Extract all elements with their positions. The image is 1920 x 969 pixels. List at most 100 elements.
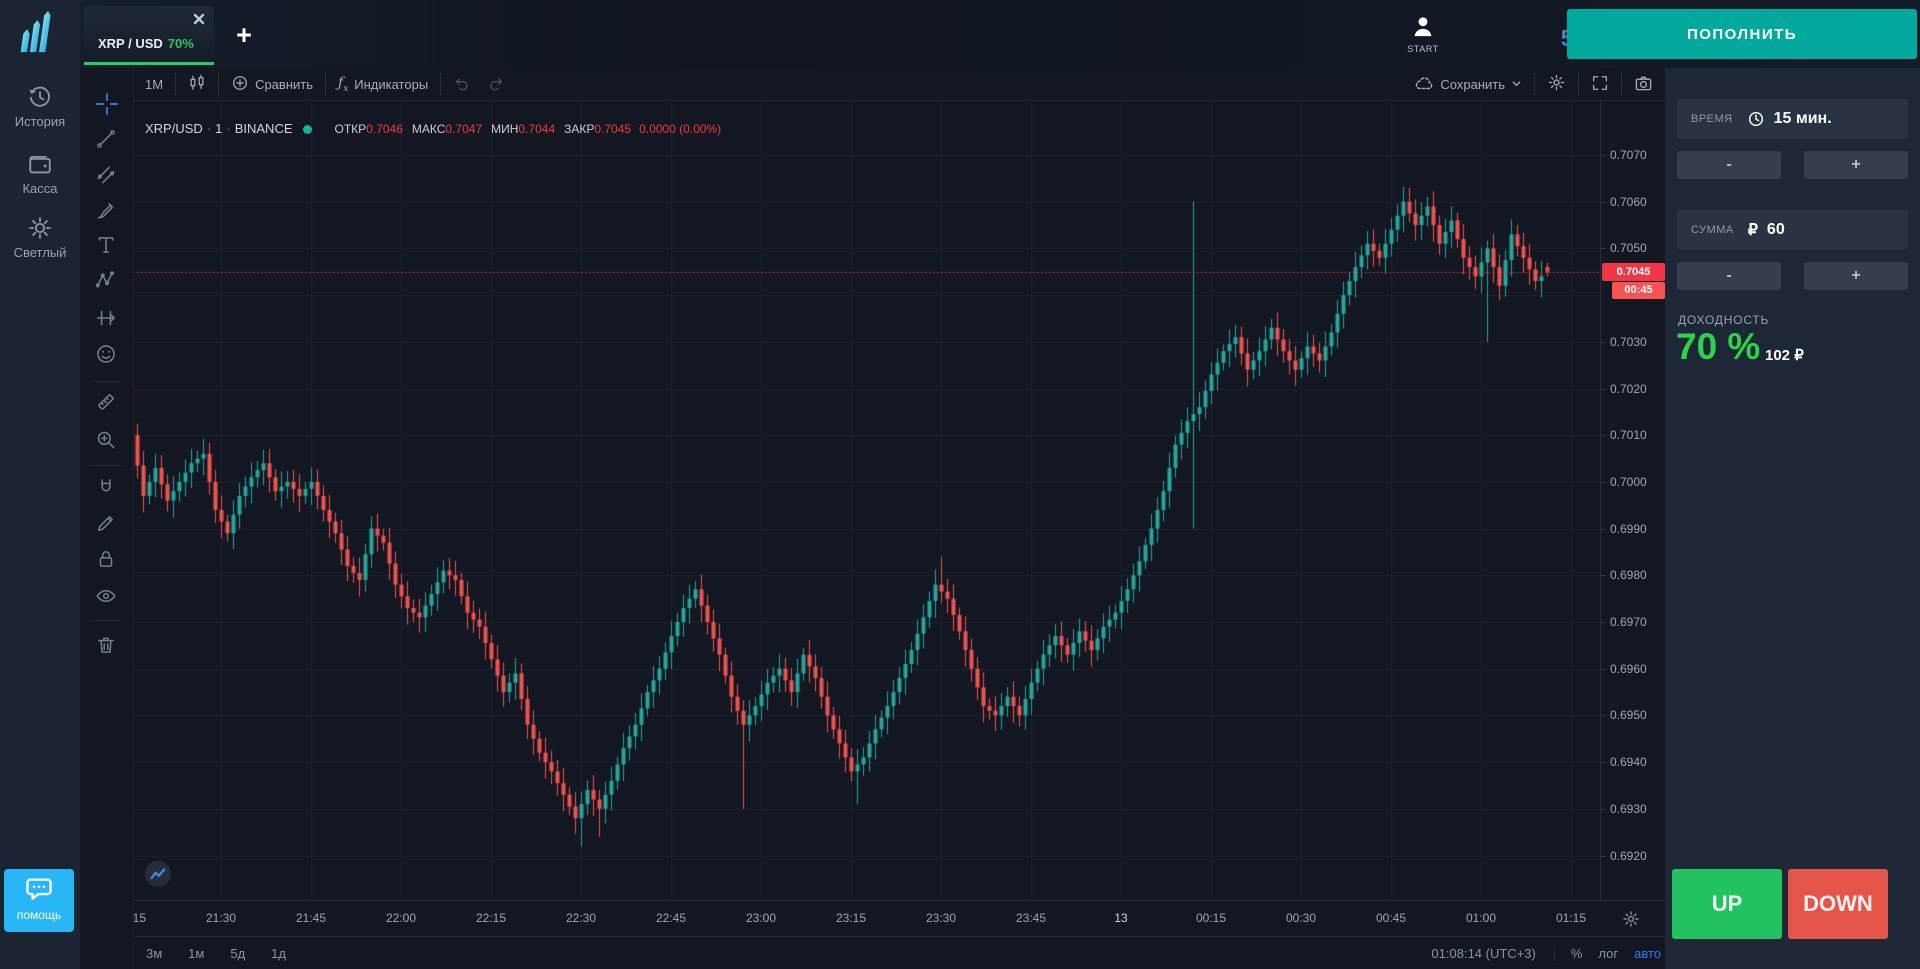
ruble-icon: ₽ xyxy=(1747,222,1758,239)
ruler-tool-icon[interactable] xyxy=(95,391,119,415)
crosshair-tool-icon[interactable] xyxy=(95,92,119,116)
price-tick: 0.6950 xyxy=(1601,708,1647,723)
redo-button[interactable] xyxy=(475,68,517,100)
amount-plus-button[interactable]: + xyxy=(1804,262,1908,290)
theme-icon xyxy=(0,215,80,241)
camera-icon xyxy=(1634,74,1653,95)
interval-button[interactable]: 1M xyxy=(133,68,175,100)
legend-exchange: BINANCE xyxy=(234,121,293,136)
up-button[interactable]: UP xyxy=(1672,869,1782,939)
price-tick: 0.7000 xyxy=(1601,474,1647,489)
fib-tool-icon[interactable] xyxy=(95,164,119,188)
range-5d[interactable]: 5д xyxy=(230,946,246,961)
indicators-button[interactable]: ƒx Индикаторы xyxy=(326,68,440,100)
lock-tool-icon[interactable] xyxy=(95,548,119,572)
range-1m[interactable]: 1м xyxy=(188,946,205,961)
ohlc-open: 0.7046 xyxy=(366,122,403,136)
help-label: помощь xyxy=(16,908,62,922)
time-tick: 00:15 xyxy=(1195,911,1227,925)
time-plus-button[interactable]: + xyxy=(1804,151,1908,179)
sidebar-item-label: История xyxy=(14,114,66,129)
close-icon[interactable] xyxy=(192,12,206,26)
draw-mode-tool-icon[interactable] xyxy=(95,512,119,536)
time-axis[interactable]: 21:1521:3021:4522:0022:1522:3022:4523:00… xyxy=(116,900,1665,937)
time-tick: 23:45 xyxy=(1015,911,1047,925)
sidebar-item-history[interactable]: История xyxy=(0,84,80,129)
price-axis[interactable]: 0.7045 00:45 0.7070 0.7060 0.7050 0.7030 0.7… xyxy=(1600,100,1666,900)
sidebar-item-cashier[interactable]: Касса xyxy=(0,151,80,196)
price-tick: 0.6930 xyxy=(1601,801,1647,816)
axis-settings-gear-icon[interactable] xyxy=(1621,909,1641,929)
sidebar-item-theme[interactable]: Светлый xyxy=(0,215,80,260)
price-tick: 0.7010 xyxy=(1601,428,1647,443)
save-layout-button[interactable]: Сохранить xyxy=(1402,68,1534,100)
time-tick: 00:30 xyxy=(1285,911,1317,925)
time-tick: 21:30 xyxy=(205,911,237,925)
deposit-button[interactable]: ПОПОЛНИТЬ xyxy=(1567,9,1917,59)
candlestick-icon xyxy=(188,74,206,95)
undo-button[interactable] xyxy=(441,68,483,100)
candle-style-button[interactable] xyxy=(176,68,218,100)
add-tab-button[interactable]: + xyxy=(236,20,252,50)
compare-button[interactable]: Сравнить xyxy=(219,68,325,100)
prediction-tool-icon[interactable] xyxy=(95,307,119,331)
time-selector[interactable]: ВРЕМЯ 15 мин. xyxy=(1677,99,1908,139)
eye-tool-icon[interactable] xyxy=(95,585,119,609)
trash-tool-icon[interactable] xyxy=(95,634,119,658)
time-tick: 23:15 xyxy=(835,911,867,925)
amount-input[interactable]: СУММА ₽ 60 xyxy=(1677,210,1908,250)
range-1d[interactable]: 1д xyxy=(271,946,286,961)
payout-amount: 102 ₽ xyxy=(1765,347,1804,364)
text-tool-icon[interactable] xyxy=(95,234,119,258)
indicators-label: Индикаторы xyxy=(354,76,429,92)
time-tick: 22:30 xyxy=(565,911,597,925)
time-tick: 00:45 xyxy=(1375,911,1407,925)
chart-area[interactable]: XRP/USD · 1 · BINANCE ОТКР0.7046 МАКС0.7047 МИН… xyxy=(124,100,1600,907)
zoom-in-tool-icon[interactable] xyxy=(95,429,119,453)
asset-tab[interactable]: XRP / USD 70% xyxy=(84,6,214,65)
compare-plus-icon xyxy=(231,74,249,95)
broker-watermark-icon xyxy=(144,860,172,888)
time-tick: 21:45 xyxy=(295,911,327,925)
time-minus-button[interactable]: - xyxy=(1677,151,1781,179)
save-label: Сохранить xyxy=(1440,76,1505,92)
brush-tool-icon[interactable] xyxy=(95,199,119,223)
avatar-label: START xyxy=(1407,44,1439,54)
gear-icon xyxy=(1547,73,1566,95)
help-button[interactable]: помощь xyxy=(4,869,74,932)
screenshot-button[interactable] xyxy=(1622,68,1665,100)
candlestick-chart-canvas[interactable] xyxy=(133,100,1600,900)
down-button[interactable]: DOWN xyxy=(1788,869,1888,939)
order-panel: ВРЕМЯ 15 мин. - + СУММА ₽ 60 - + ДОХОДНО… xyxy=(1665,68,1920,969)
toolbar-separator xyxy=(440,73,442,95)
toolbar-separator xyxy=(92,465,121,466)
toolbar-separator xyxy=(92,620,121,621)
price-tick: 0.6980 xyxy=(1601,568,1647,583)
price-tick: 0.7060 xyxy=(1601,194,1647,209)
asset-symbol: XRP / USD xyxy=(98,36,163,51)
account-menu[interactable]: START УЧЕБНЫЙ 50 000 ₽ xyxy=(1407,12,1652,60)
emoji-tool-icon[interactable] xyxy=(95,343,119,367)
fullscreen-button[interactable] xyxy=(1579,68,1621,100)
asset-payout: 70% xyxy=(167,36,194,51)
time-tick: 22:15 xyxy=(475,911,507,925)
chart-bottom-bar: 3м 1м 5д 1д 01:08:14 (UTC+3) % лог авто xyxy=(133,936,1665,969)
chevron-down-icon xyxy=(1511,77,1522,92)
candle-countdown-badge: 00:45 xyxy=(1612,281,1665,299)
sidebar-item-label: Светлый xyxy=(13,245,67,260)
chart-settings-button[interactable] xyxy=(1535,68,1578,100)
log-scale-button[interactable]: лог xyxy=(1598,946,1619,961)
pattern-tool-icon[interactable] xyxy=(95,270,119,294)
range-3m[interactable]: 3м xyxy=(146,946,163,961)
percent-scale-button[interactable]: % xyxy=(1570,946,1583,961)
chart-toolbar: 1M Сравнить ƒx Индикаторы xyxy=(133,68,1665,101)
auto-scale-button[interactable]: авто xyxy=(1634,946,1661,961)
magnet-tool-icon[interactable] xyxy=(95,477,119,501)
trend-line-tool-icon[interactable] xyxy=(95,128,119,152)
amount-minus-button[interactable]: - xyxy=(1677,262,1781,290)
time-label: ВРЕМЯ xyxy=(1691,113,1733,125)
price-tick: 0.7070 xyxy=(1601,148,1647,162)
legend-symbol: XRP/USD xyxy=(145,121,203,136)
bottom-bar-right: 01:08:14 (UTC+3) % лог авто xyxy=(1431,946,1665,961)
